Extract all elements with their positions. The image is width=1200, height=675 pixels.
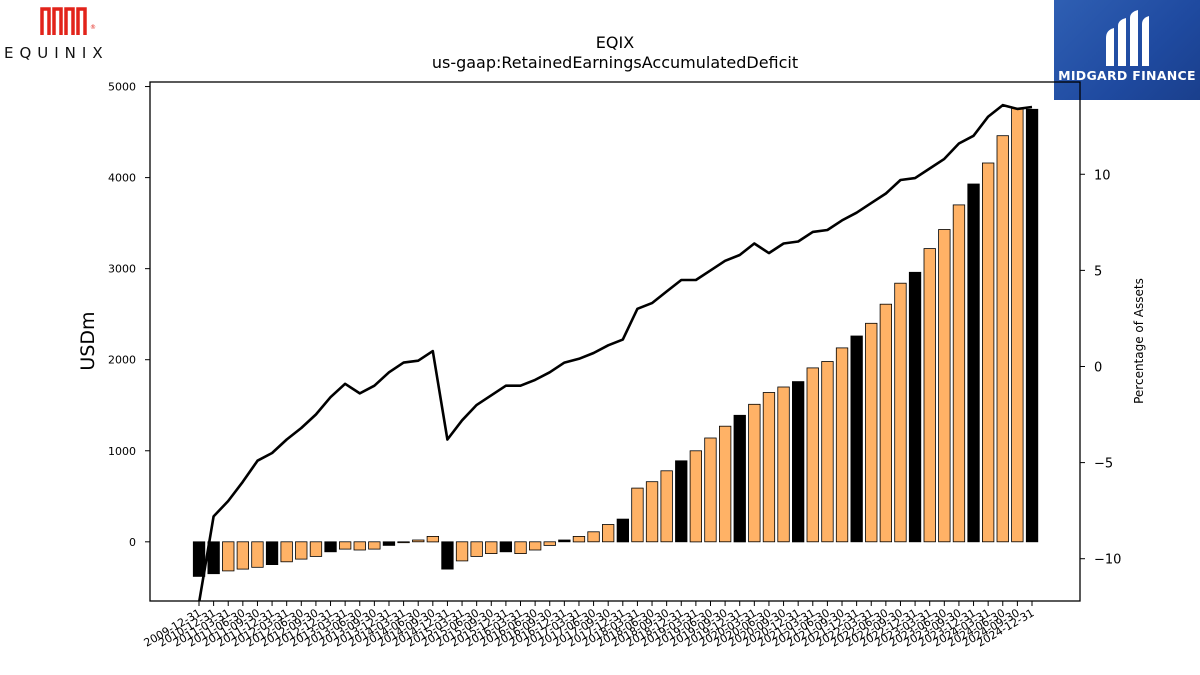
y-tick-label: 4000 <box>108 172 136 185</box>
bar-2015-06-30 <box>470 541 483 557</box>
bar-2022-06-30 <box>879 303 892 543</box>
bar-2024-12-31 <box>1025 108 1039 543</box>
bar-2014-12-31 <box>441 541 454 570</box>
line-layer <box>198 103 1033 601</box>
chart-title: EQIX <box>595 33 635 52</box>
bar-2017-06-30 <box>587 531 600 543</box>
bar-2018-06-30 <box>645 481 659 543</box>
bar-2016-09-30 <box>543 541 556 546</box>
bar-2012-06-30 <box>295 541 308 560</box>
equinix-logo: ® EQUINIX <box>0 0 130 70</box>
bar-2016-06-30 <box>529 541 542 551</box>
midgard-wordmark: MIDGARD FINANCE <box>1058 68 1196 83</box>
bar-2013-09-30 <box>368 541 381 550</box>
series-line <box>198 103 1033 601</box>
y-tick-label: 3000 <box>108 263 136 276</box>
bar-2013-03-31 <box>338 541 352 550</box>
bar-2018-12-31 <box>675 460 688 543</box>
y-tick-label: 2000 <box>108 354 136 367</box>
bar-2016-12-31 <box>558 539 571 543</box>
bar-2018-03-31 <box>631 487 644 543</box>
y-tick-label: 5000 <box>108 81 136 94</box>
bar-2023-12-31 <box>967 183 980 543</box>
bar-2024-06-30 <box>996 135 1009 543</box>
bar-2017-09-30 <box>602 524 615 543</box>
bar-2019-09-30 <box>719 425 732 543</box>
bar-2013-06-30 <box>353 541 366 551</box>
bar-2013-12-31 <box>382 541 396 546</box>
bar-2011-09-30 <box>251 541 264 568</box>
chart-subtitle: us-gaap:RetainedEarningsAccumulatedDefic… <box>431 53 799 72</box>
bar-2020-09-30 <box>777 386 790 543</box>
bar-2015-09-30 <box>485 541 498 554</box>
bar-2011-06-30 <box>236 541 250 570</box>
bar-2012-03-31 <box>280 541 293 563</box>
midgard-emblem-icon <box>1106 10 1149 66</box>
bar-2023-06-30 <box>938 229 951 543</box>
bar-2016-03-31 <box>514 541 527 554</box>
bar-2017-03-31 <box>572 536 586 543</box>
bar-2021-03-31 <box>806 367 819 543</box>
bar-2021-12-31 <box>850 335 863 543</box>
bar-2019-12-31 <box>733 414 746 543</box>
bar-2015-12-31 <box>499 541 513 553</box>
bar-2011-12-31 <box>265 541 279 565</box>
bars-layer <box>192 108 1039 577</box>
bar-2022-12-31 <box>908 271 922 543</box>
bar-2014-09-30 <box>426 536 440 543</box>
midgard-finance-logo: MIDGARD FINANCE <box>1054 0 1200 100</box>
y2-tick-label: 0 <box>1094 360 1102 375</box>
plot-frame <box>149 81 1081 602</box>
y2-tick-label: 10 <box>1094 168 1111 183</box>
bar-2018-09-30 <box>660 470 673 543</box>
bar-2021-06-30 <box>821 361 834 543</box>
y2-tick-label: 5 <box>1094 264 1102 279</box>
equinix-emblem-icon: ® <box>40 7 96 35</box>
bar-2023-03-31 <box>923 248 936 543</box>
bar-2009-12-31 <box>192 541 206 577</box>
bar-2021-09-30 <box>835 347 849 543</box>
bar-2020-06-30 <box>762 392 776 543</box>
y2-tick-label: −5 <box>1094 457 1113 472</box>
bar-2011-03-31 <box>222 541 235 572</box>
y-tick-label: 0 <box>129 536 136 549</box>
bar-2023-09-30 <box>952 204 966 543</box>
equinix-wordmark: EQUINIX <box>4 44 109 62</box>
bar-2019-06-30 <box>704 437 717 543</box>
bar-2019-03-31 <box>689 450 702 543</box>
y-tick-label: 1000 <box>108 445 136 458</box>
svg-text:®: ® <box>90 24 96 31</box>
bar-2015-03-31 <box>455 541 469 562</box>
bar-2020-03-31 <box>748 403 761 543</box>
bar-2020-12-31 <box>792 381 805 543</box>
bar-2017-12-31 <box>616 518 629 543</box>
y-axis-label: USDm <box>77 311 99 370</box>
bar-2024-09-30 <box>1011 108 1024 543</box>
bar-2014-03-31 <box>397 541 410 544</box>
y2-axis-label: Percentage of Assets <box>1132 278 1146 404</box>
bar-2012-09-30 <box>309 541 323 557</box>
y2-tick-label: −10 <box>1094 553 1121 568</box>
bar-2024-03-31 <box>982 162 995 543</box>
bar-2022-09-30 <box>894 282 907 543</box>
bar-2014-06-30 <box>412 539 425 543</box>
bar-2012-12-31 <box>324 541 337 553</box>
axes-layer: 010002000300040005000−10−505102009-12-31… <box>108 81 1121 650</box>
bar-2022-03-31 <box>865 322 878 543</box>
